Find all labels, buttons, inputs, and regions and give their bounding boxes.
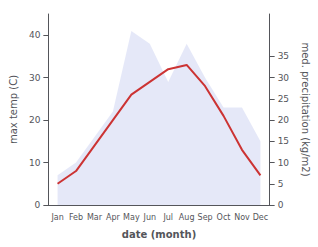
svg-text:40: 40 bbox=[29, 30, 41, 40]
svg-text:30: 30 bbox=[278, 73, 290, 83]
svg-text:0: 0 bbox=[35, 200, 41, 210]
svg-text:Apr: Apr bbox=[106, 213, 121, 222]
svg-text:20: 20 bbox=[29, 115, 41, 125]
svg-text:max temp (C): max temp (C) bbox=[8, 75, 19, 144]
svg-text:Nov: Nov bbox=[234, 213, 250, 222]
svg-text:Feb: Feb bbox=[69, 213, 83, 222]
svg-text:20: 20 bbox=[278, 115, 290, 125]
svg-text:Sep: Sep bbox=[198, 213, 213, 222]
svg-text:date (month): date (month) bbox=[122, 229, 196, 240]
svg-text:Oct: Oct bbox=[217, 213, 231, 222]
svg-text:35: 35 bbox=[278, 51, 289, 61]
svg-text:5: 5 bbox=[278, 179, 284, 189]
svg-text:15: 15 bbox=[278, 136, 289, 146]
svg-text:10: 10 bbox=[278, 158, 290, 168]
svg-text:Mar: Mar bbox=[87, 213, 103, 222]
svg-text:May: May bbox=[123, 213, 140, 222]
svg-text:Dec: Dec bbox=[253, 213, 268, 222]
svg-text:10: 10 bbox=[29, 158, 41, 168]
svg-text:Jun: Jun bbox=[143, 213, 157, 222]
svg-text:25: 25 bbox=[278, 94, 289, 104]
svg-text:Jul: Jul bbox=[162, 213, 173, 222]
svg-text:30: 30 bbox=[29, 73, 41, 83]
svg-text:med. precipitation (kg/m2): med. precipitation (kg/m2) bbox=[300, 42, 311, 176]
svg-text:Jan: Jan bbox=[50, 213, 63, 222]
svg-text:Aug: Aug bbox=[179, 213, 195, 222]
svg-text:0: 0 bbox=[278, 200, 284, 210]
